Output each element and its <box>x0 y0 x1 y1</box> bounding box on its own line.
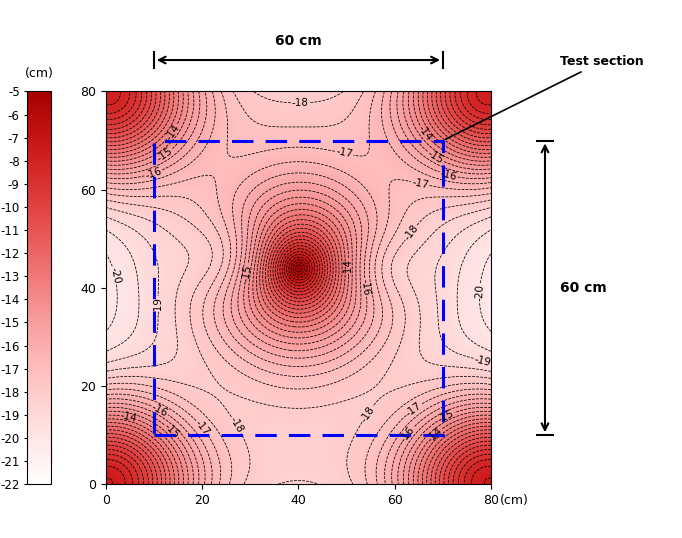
Text: -15: -15 <box>155 145 175 164</box>
Text: -17: -17 <box>335 147 353 160</box>
Text: 60 cm: 60 cm <box>561 281 607 295</box>
Text: -18: -18 <box>292 98 309 108</box>
Text: -16: -16 <box>360 278 372 296</box>
Text: -18: -18 <box>359 404 376 424</box>
Text: -19: -19 <box>473 354 492 367</box>
Text: -20: -20 <box>474 284 485 301</box>
Text: -17: -17 <box>404 400 424 419</box>
Text: -16: -16 <box>144 166 163 181</box>
Text: -19: -19 <box>153 297 163 314</box>
Text: -15: -15 <box>426 148 445 166</box>
Text: -17: -17 <box>411 177 430 190</box>
Text: 60 cm: 60 cm <box>275 34 322 48</box>
Text: -14: -14 <box>344 259 354 276</box>
Text: -15: -15 <box>240 264 253 282</box>
Text: -18: -18 <box>402 223 420 243</box>
Text: -14: -14 <box>416 124 434 143</box>
Text: -15: -15 <box>162 421 181 440</box>
Text: (cm): (cm) <box>25 67 54 80</box>
Text: -15: -15 <box>436 408 456 424</box>
Text: Test section: Test section <box>445 55 644 139</box>
Text: -20: -20 <box>108 266 121 285</box>
Text: -14: -14 <box>164 122 181 142</box>
Text: -16: -16 <box>398 424 417 444</box>
Text: -18: -18 <box>228 415 245 435</box>
X-axis label: (cm): (cm) <box>500 494 529 507</box>
Text: -16: -16 <box>439 168 458 182</box>
Text: -14: -14 <box>119 410 138 424</box>
Text: -17: -17 <box>193 418 211 437</box>
Text: -16: -16 <box>150 401 170 419</box>
Text: -14: -14 <box>425 426 444 444</box>
